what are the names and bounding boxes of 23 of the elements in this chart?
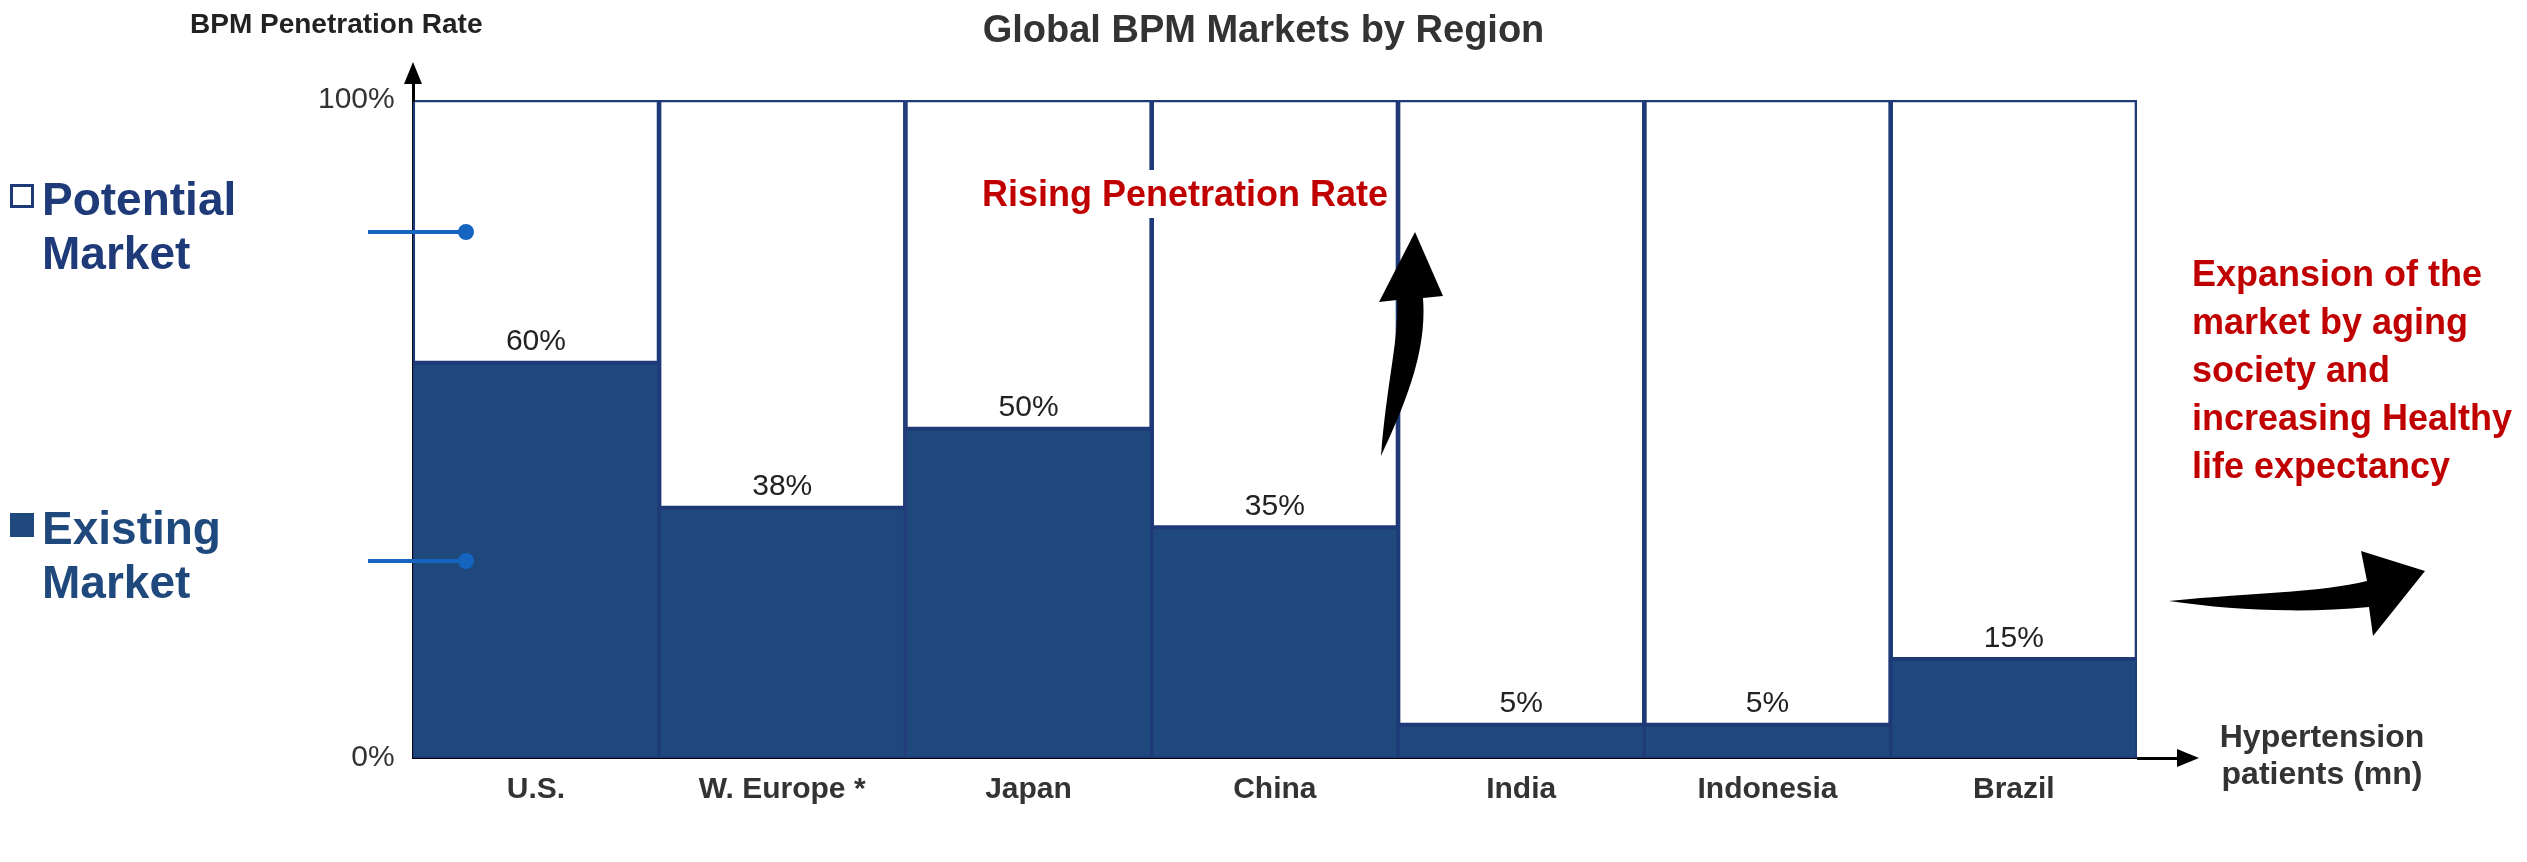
text: Expansion of the market by aging society and increasing Healthy life expectancy [2192,250,2527,490]
legend-label: Existing Market [42,500,222,609]
y-axis-title: BPM Penetration Rate [190,8,483,40]
x-tick-label: Indonesia [1697,771,1838,805]
data-label: 38% [752,468,813,502]
y-tick-label: 0% [351,739,395,773]
legend-label: Potential Market [42,171,238,280]
data-label: 15% [1983,619,2044,653]
x-tick-label: India [1486,771,1557,805]
x-tick-label: Japan [985,771,1072,805]
data-label: 5% [1745,685,1790,719]
data-label: 5% [1499,685,1543,719]
x-tick-label: W. Europe * [698,771,866,805]
x-axis-title: Hypertension patients (mn) [2218,718,2426,792]
y-tick-label: 100% [317,81,395,115]
x-tick-label: China [1233,771,1317,805]
data-label: 35% [1244,487,1305,521]
data-label: 60% [505,323,566,357]
data-label: 50% [998,389,1059,423]
x-tick-label: U.S. [506,771,566,805]
x-tick-label: Brazil [1972,771,2055,805]
annotation: Rising Penetration Rate [928,170,1389,218]
chart-title: Global BPM Markets by Region [982,8,1545,50]
